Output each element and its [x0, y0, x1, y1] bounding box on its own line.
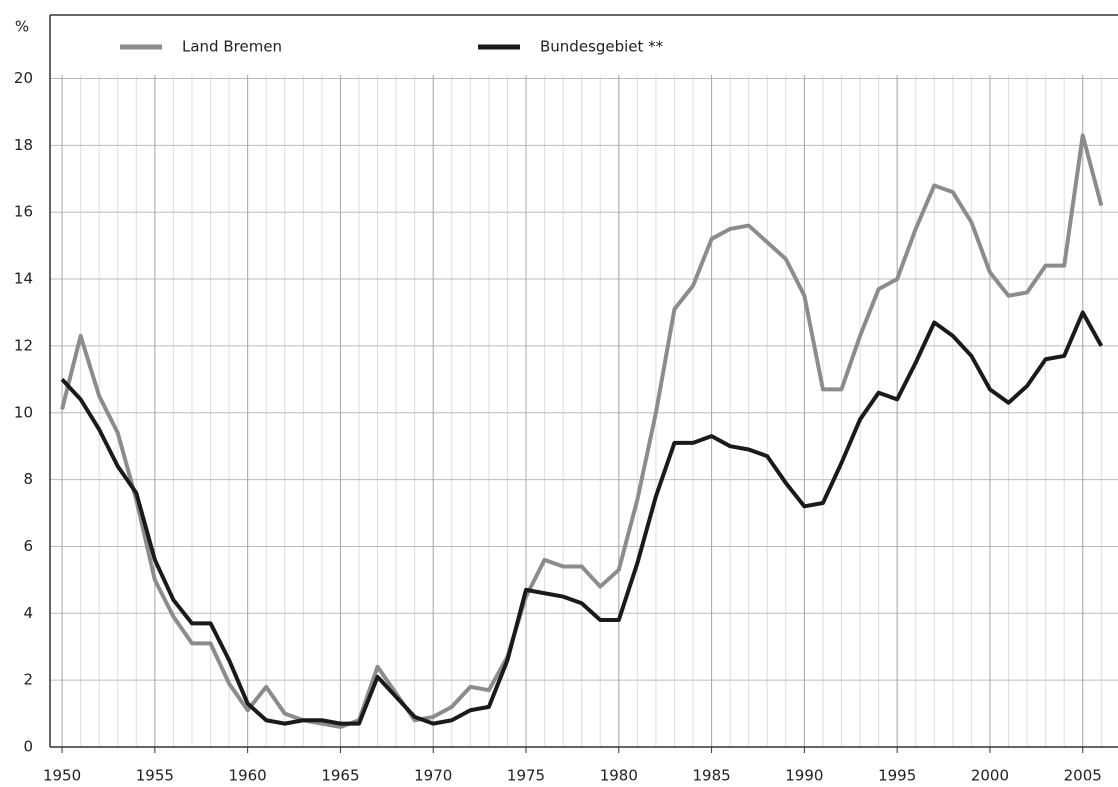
- y-tick-label: 8: [23, 470, 33, 488]
- y-axis-label: %: [15, 18, 29, 36]
- x-tick-label: 1965: [321, 767, 359, 785]
- y-tick-label: 4: [23, 604, 33, 622]
- x-tick-label: 2000: [971, 767, 1009, 785]
- x-tick-label: 1995: [878, 767, 916, 785]
- x-tick-label: 1985: [692, 767, 730, 785]
- x-tick-label: 1960: [229, 767, 267, 785]
- x-tick-label: 1975: [507, 767, 545, 785]
- y-tick-label: 10: [14, 403, 33, 421]
- y-tick-label: 18: [14, 136, 33, 154]
- y-tick-label: 14: [14, 270, 33, 288]
- series-line: [60, 310, 1104, 726]
- x-tick-label: 1955: [136, 767, 174, 785]
- y-tick-label: 0: [23, 738, 33, 756]
- y-tick-label: 16: [14, 203, 33, 221]
- x-tick-label: 1990: [785, 767, 823, 785]
- y-tick-label: 12: [14, 336, 33, 354]
- series-line: [60, 133, 1104, 729]
- x-tick-label: 1980: [600, 767, 638, 785]
- x-tick-label: 2005: [1064, 767, 1102, 785]
- x-tick-label: 1970: [414, 767, 452, 785]
- y-tick-label: 6: [23, 537, 33, 555]
- legend-label: Bundesgebiet **: [540, 38, 664, 56]
- x-tick-label: 1950: [43, 767, 81, 785]
- y-tick-label: 2: [23, 671, 33, 689]
- legend-label: Land Bremen: [182, 38, 282, 56]
- y-tick-label: 20: [14, 69, 33, 87]
